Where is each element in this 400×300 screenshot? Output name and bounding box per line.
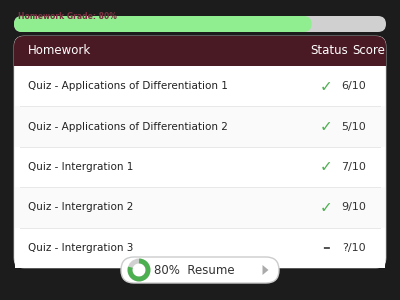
Text: 80%  Resume: 80% Resume: [154, 263, 235, 277]
Text: Quiz - Intergration 2: Quiz - Intergration 2: [28, 202, 133, 212]
Bar: [15, 228, 385, 268]
Text: 6/10: 6/10: [341, 81, 366, 91]
Text: Homework: Homework: [28, 44, 91, 58]
Text: ✓: ✓: [320, 200, 332, 215]
Text: ✓: ✓: [320, 119, 332, 134]
FancyBboxPatch shape: [14, 256, 386, 268]
FancyBboxPatch shape: [14, 36, 386, 268]
Text: –: –: [322, 240, 330, 255]
FancyBboxPatch shape: [14, 16, 386, 32]
Text: ?/10: ?/10: [342, 243, 366, 253]
Text: Quiz - Applications of Differentiation 2: Quiz - Applications of Differentiation 2: [28, 122, 228, 132]
Bar: [15, 187, 385, 228]
Text: ✓: ✓: [320, 160, 332, 175]
Text: Homework Grade: 80%: Homework Grade: 80%: [18, 12, 117, 21]
FancyBboxPatch shape: [121, 257, 279, 283]
Bar: [15, 254, 385, 262]
Text: Quiz - Applications of Differentiation 1: Quiz - Applications of Differentiation 1: [28, 81, 228, 91]
Text: Score: Score: [352, 44, 385, 58]
Text: ✓: ✓: [320, 79, 332, 94]
Text: Status: Status: [310, 44, 348, 58]
Text: 7/10: 7/10: [341, 162, 366, 172]
Text: 9/10: 9/10: [341, 202, 366, 212]
Bar: [15, 147, 385, 187]
Bar: [15, 66, 385, 106]
Polygon shape: [262, 265, 268, 275]
Text: Quiz - Intergration 3: Quiz - Intergration 3: [28, 243, 133, 253]
Text: Quiz - Intergration 1: Quiz - Intergration 1: [28, 162, 133, 172]
Bar: [15, 106, 385, 147]
FancyBboxPatch shape: [14, 36, 386, 66]
Text: 5/10: 5/10: [341, 122, 366, 132]
Bar: [14, 51, 386, 66]
FancyBboxPatch shape: [14, 16, 312, 32]
